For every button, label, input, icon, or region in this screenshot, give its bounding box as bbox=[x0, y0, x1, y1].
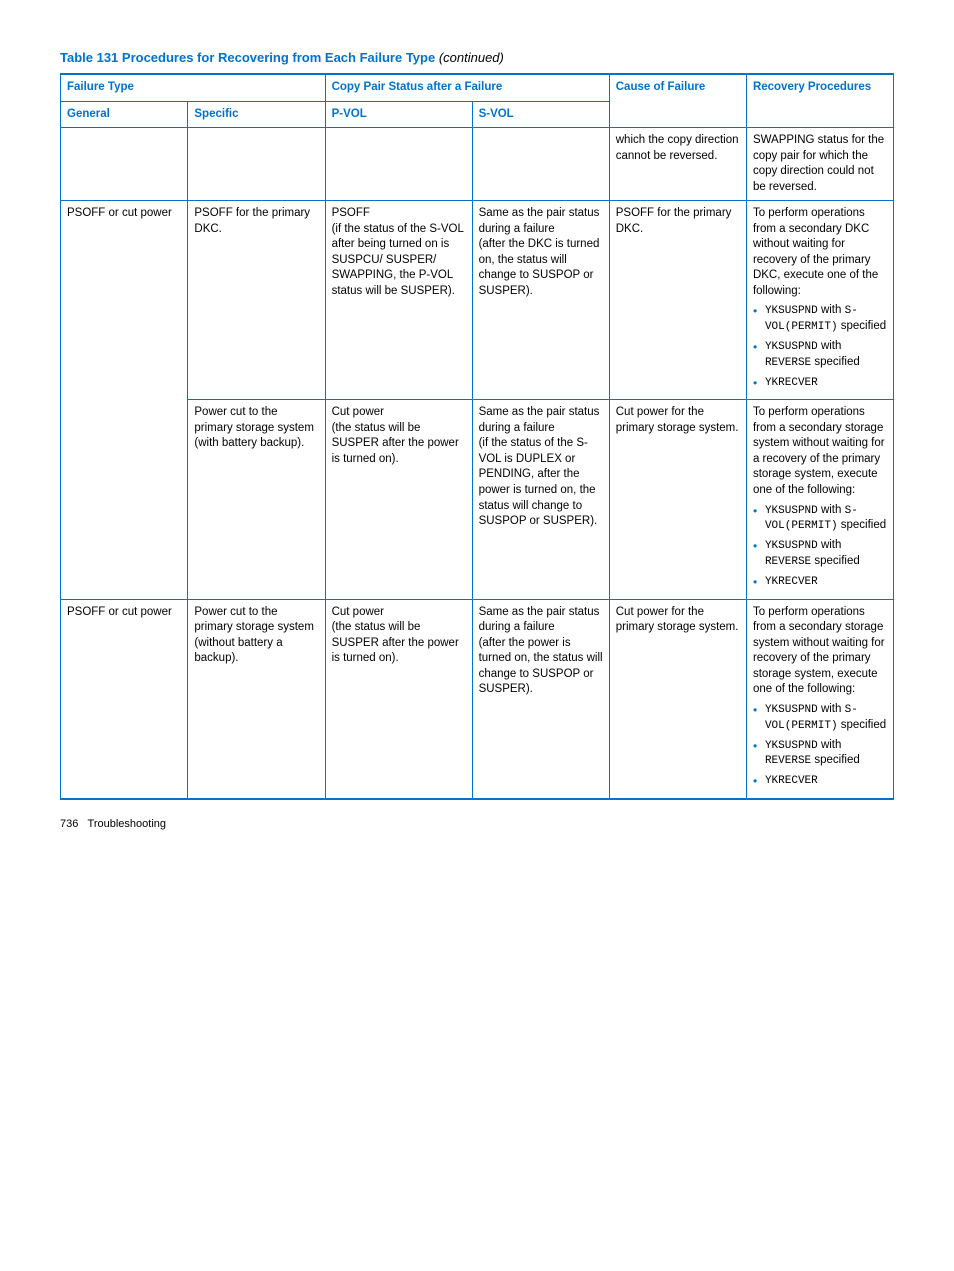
cell-recovery: To perform operations from a secondary s… bbox=[746, 599, 893, 799]
table-title-main: Table 131 Procedures for Recovering from… bbox=[60, 50, 435, 65]
cell-svol: Same as the pair status during a failure… bbox=[472, 201, 609, 400]
header-copy-pair: Copy Pair Status after a Failure bbox=[325, 74, 609, 101]
recovery-bullet-list: YKSUSPND with S-VOL(PERMIT) specified YKS… bbox=[753, 702, 887, 789]
table-row: which the copy direction cannot be rever… bbox=[61, 128, 894, 201]
recovery-bullet: YKSUSPND with S-VOL(PERMIT) specified bbox=[753, 303, 887, 335]
header-cause: Cause of Failure bbox=[609, 74, 746, 128]
table-title-continued: (continued) bbox=[435, 50, 504, 65]
recovery-bullet: YKSUSPND with REVERSE specified bbox=[753, 538, 887, 570]
recovery-bullet: YKSUSPND with S-VOL(PERMIT) specified bbox=[753, 702, 887, 734]
recovery-bullet: YKSUSPND with S-VOL(PERMIT) specified bbox=[753, 503, 887, 535]
header-svol: S-VOL bbox=[472, 101, 609, 128]
failure-recovery-table: Failure Type Copy Pair Status after a Fa… bbox=[60, 73, 894, 800]
cell-pvol bbox=[325, 128, 472, 201]
header-specific: Specific bbox=[188, 101, 325, 128]
cell-specific: PSOFF for the primary DKC. bbox=[188, 201, 325, 400]
header-pvol: P-VOL bbox=[325, 101, 472, 128]
cell-recovery: To perform operations from a secondary s… bbox=[746, 400, 893, 599]
cell-pvol: Cut power(the status will be SUSPER afte… bbox=[325, 599, 472, 799]
cell-cause: Cut power for the primary storage system… bbox=[609, 400, 746, 599]
cell-specific: Power cut to the primary storage system … bbox=[188, 599, 325, 799]
header-failure-type: Failure Type bbox=[61, 74, 326, 101]
table-row: PSOFF or cut powerPSOFF for the primary … bbox=[61, 201, 894, 400]
cell-recovery: SWAPPING status for the copy pair for wh… bbox=[746, 128, 893, 201]
cell-general: PSOFF or cut power bbox=[61, 599, 188, 799]
recovery-bullet: YKRECVER bbox=[753, 574, 887, 590]
cell-recovery: To perform operations from a secondary D… bbox=[746, 201, 893, 400]
cell-general: PSOFF or cut power bbox=[61, 201, 188, 600]
recovery-bullet-list: YKSUSPND with S-VOL(PERMIT) specifiedYKS… bbox=[753, 503, 887, 590]
recovery-bullet: YKSUSPND with REVERSE specified bbox=[753, 339, 887, 371]
cell-cause: which the copy direction cannot be rever… bbox=[609, 128, 746, 201]
table-row: PSOFF or cut powerPower cut to the prima… bbox=[61, 599, 894, 799]
cell-pvol: PSOFF(if the status of the S-VOL after b… bbox=[325, 201, 472, 400]
recovery-bullet-list: YKSUSPND with S-VOL(PERMIT) specified YKS… bbox=[753, 303, 887, 390]
table-title: Table 131 Procedures for Recovering from… bbox=[60, 50, 894, 65]
section-name: Troubleshooting bbox=[88, 818, 166, 830]
cell-pvol: Cut power(the status will be SUSPER afte… bbox=[325, 400, 472, 599]
cell-svol: Same as the pair status during a failure… bbox=[472, 400, 609, 599]
page-footer: 736 Troubleshooting bbox=[60, 818, 894, 830]
header-general: General bbox=[61, 101, 188, 128]
header-recovery: Recovery Procedures bbox=[746, 74, 893, 128]
cell-svol: Same as the pair status during a failure… bbox=[472, 599, 609, 799]
cell-svol bbox=[472, 128, 609, 201]
recovery-bullet: YKSUSPND with REVERSE specified bbox=[753, 738, 887, 770]
recovery-bullet: YKRECVER bbox=[753, 375, 887, 391]
page-number: 736 bbox=[60, 818, 78, 830]
cell-general bbox=[61, 128, 188, 201]
recovery-bullet: YKRECVER bbox=[753, 773, 887, 789]
cell-specific bbox=[188, 128, 325, 201]
cell-specific: Power cut to the primary storage system … bbox=[188, 400, 325, 599]
cell-cause: Cut power for the primary storage system… bbox=[609, 599, 746, 799]
cell-cause: PSOFF for the primary DKC. bbox=[609, 201, 746, 400]
